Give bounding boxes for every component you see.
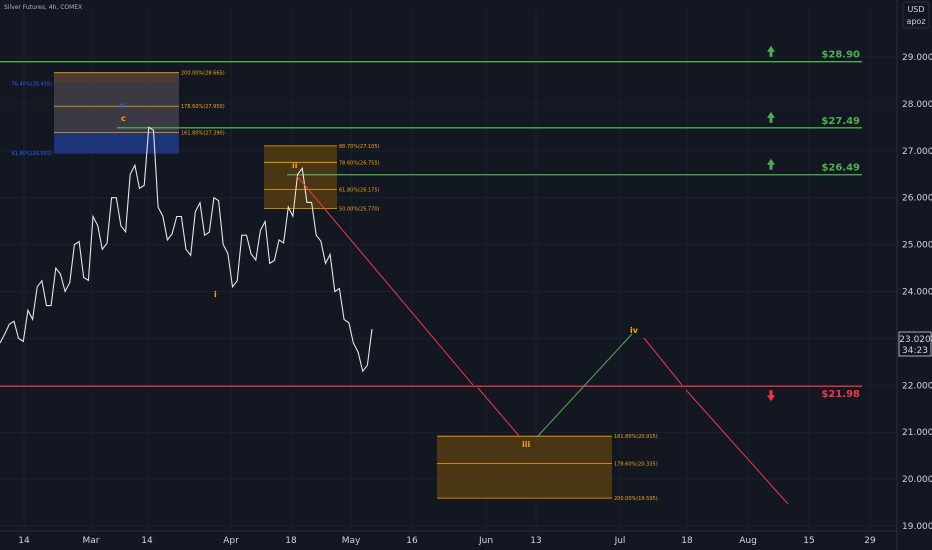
x-tick-label: 18 [285, 536, 297, 546]
y-tick-label: 20.000 [902, 475, 932, 485]
projection-leg-1 [296, 175, 474, 386]
currency-sub-label: apoz [906, 17, 925, 26]
x-tick-label: 13 [530, 536, 541, 546]
level-label: $26.49 [821, 163, 860, 174]
y-tick-label: 25.000 [902, 241, 932, 251]
support-resistance-levels: $28.90 $27.49 $26.49 $21.98 [0, 45, 862, 402]
x-tick-label: 15 [803, 536, 814, 546]
y-tick-label: 24.000 [902, 288, 932, 298]
x-tick-label: 29 [864, 536, 876, 546]
price-series [0, 126, 373, 373]
projection-leg-4 [643, 337, 683, 386]
wave-label-ii: ii [292, 161, 298, 170]
chart-title: Silver Futures, 4h, COMEX [4, 4, 82, 11]
x-tick-label: 14 [141, 536, 153, 546]
y-tick-label: 26.000 [902, 194, 932, 204]
y-tick-label: 27.000 [902, 147, 932, 157]
bar-countdown: 34:23 [902, 346, 928, 356]
y-tick-label: 21.000 [902, 428, 932, 438]
fib-level-label: 78.60%(26.755) [339, 160, 380, 166]
fib-left-label: 76.40%(28.435) [12, 81, 53, 87]
fib-level-label: 200.00%(19.595) [614, 496, 658, 502]
currency-label: USD [907, 5, 924, 14]
x-tick-label: Mar [83, 536, 100, 546]
fibonacci-boxes: 200.00%(28.665) 178.60%(27.950) 161.80%(27… [12, 71, 658, 502]
x-tick-label: May [342, 536, 361, 546]
fib-box-top-band [54, 72, 179, 83]
fib-level-label: 161.80%(20.915) [614, 434, 658, 440]
time-axis[interactable]: 14 Mar 14 Apr 18 May 16 Jun 13 Jul 18 Aug 15 29 [18, 536, 876, 546]
fib-level-label: 161.80%(27.390) [181, 131, 225, 137]
arrow-down-icon [767, 390, 775, 402]
y-tick-label: 28.000 [902, 100, 932, 110]
fib-level-label: 61.80%(26.175) [339, 187, 380, 193]
fib-box [264, 145, 337, 209]
fib-level-label: 88.70%(27.105) [339, 144, 380, 150]
wave-labels: v c ii i iii iv [120, 101, 639, 449]
price-axis[interactable]: 29.000 28.000 27.000 26.000 25.000 24.000 23.0… [902, 53, 932, 532]
x-tick-label: 18 [681, 536, 693, 546]
arrow-up-icon [767, 111, 775, 123]
x-tick-label: Apr [223, 536, 239, 546]
y-tick-label: 19.000 [902, 522, 932, 532]
current-price: 23.020 [899, 335, 931, 345]
wave-label-c: c [121, 114, 126, 123]
x-tick-label: 14 [18, 536, 30, 546]
wave-label-i: i [214, 290, 217, 299]
y-tick-label: 22.000 [902, 381, 932, 391]
level-label: $27.49 [821, 116, 860, 127]
fib-level-label: 50.00%(25.770) [339, 206, 380, 212]
fib-left-label: 61.80%(26.955) [12, 151, 53, 157]
wave-label-v: v [120, 101, 126, 110]
y-tick-label: 29.000 [902, 53, 932, 63]
x-tick-label: 16 [406, 536, 418, 546]
projection-leg-3 [536, 333, 633, 438]
x-tick-label: Jul [614, 536, 626, 546]
fib-level-label: 178.60%(27.950) [181, 104, 225, 110]
x-tick-label: Jun [478, 536, 493, 546]
x-tick-label: Aug [739, 536, 757, 546]
arrow-up-icon [767, 45, 775, 57]
projection-leg-5 [685, 389, 789, 505]
projection-path [296, 175, 789, 505]
level-label: $28.90 [821, 50, 860, 61]
price-line [0, 126, 373, 373]
fib-level-label: 178.60%(20.335) [614, 461, 658, 467]
level-label: $21.98 [821, 389, 860, 400]
current-price-badge [898, 331, 932, 357]
fib-box [437, 436, 612, 499]
fib-box-lower [54, 132, 179, 154]
currency-button[interactable] [902, 1, 930, 29]
fib-level-label: 200.00%(28.665) [181, 71, 225, 77]
wave-label-iii: iii [522, 440, 530, 449]
arrow-up-icon [767, 158, 775, 170]
wave-label-iv: iv [630, 326, 639, 335]
projection-leg-2 [477, 387, 521, 438]
